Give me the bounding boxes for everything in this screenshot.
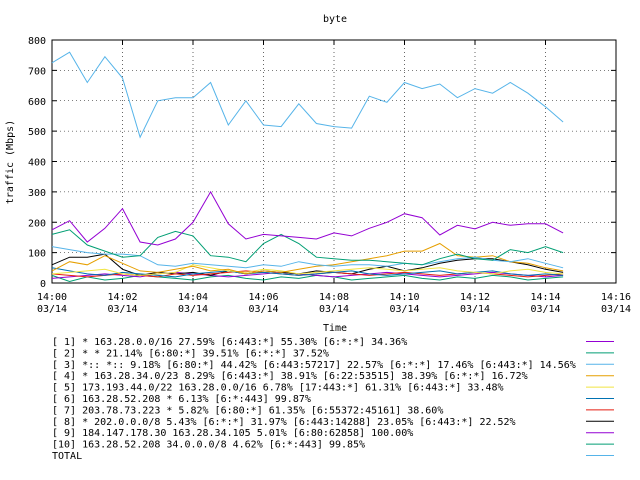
x-tick-date: 03/14 <box>601 304 631 315</box>
x-tick-date: 03/14 <box>460 304 490 315</box>
y-tick-label: 300 <box>28 188 46 199</box>
legend-label-9: [ 9] 184.147.178.30 163.28.34.105 5.01% … <box>52 428 413 439</box>
legend-label-3: [ 3] *:: *:: 9.18% [6:80:*] 44.42% [6:44… <box>52 360 576 371</box>
series-lines <box>51 51 564 283</box>
series-line-5 <box>51 264 564 276</box>
x-tick-date: 03/14 <box>248 304 278 315</box>
y-axis-label: traffic (Mbps) <box>5 120 16 204</box>
series-line-4 <box>51 242 564 275</box>
y-axis-ticks: 0 100 200 300 400 500 600 700 800 <box>28 36 616 290</box>
series-line-2 <box>51 229 564 266</box>
y-tick-label: 600 <box>28 97 46 108</box>
x-tick-date: 03/14 <box>37 304 67 315</box>
series-line-8 <box>51 253 564 276</box>
series-line-3 <box>51 246 564 269</box>
legend-label-2: [ 2] * * 21.14% [6:80:*] 39.51% [6:*:*] … <box>52 348 329 359</box>
y-tick-label: 200 <box>28 218 46 229</box>
legend-label-5: [ 5] 173.193.44.0/22 163.28.0.0/16 6.78%… <box>52 383 504 394</box>
y-tick-label: 100 <box>28 249 46 260</box>
y-tick-label: 700 <box>28 66 46 77</box>
x-axis-label: Time <box>323 323 347 334</box>
legend-label-11: TOTAL <box>52 451 82 462</box>
legend-label-8: [ 8] * 202.0.0.0/8 5.43% [6:*:*] 31.97% … <box>52 417 516 428</box>
series-line-10 <box>51 274 564 283</box>
x-tick-date: 03/14 <box>530 304 560 315</box>
legend: [ 1] * 163.28.0.0/16 27.59% [6:443:*] 55… <box>52 337 614 462</box>
legend-label-6: [ 6] 163.28.52.208 * 6.13% [6:*:443] 99.… <box>52 394 311 405</box>
x-tick-date: 03/14 <box>389 304 419 315</box>
x-tick-label: 14:02 <box>107 292 137 303</box>
x-tick-label: 14:06 <box>248 292 278 303</box>
chart-title: byte <box>323 14 347 25</box>
x-tick-label: 14:12 <box>460 292 490 303</box>
y-tick-label: 0 <box>40 279 46 290</box>
y-tick-label: 500 <box>28 127 46 138</box>
x-tick-label: 14:10 <box>389 292 419 303</box>
x-tick-date: 03/14 <box>319 304 349 315</box>
legend-label-7: [ 7] 203.78.73.223 * 5.82% [6:80:*] 61.3… <box>52 405 443 416</box>
x-tick-label: 14:04 <box>178 292 208 303</box>
legend-label-4: [ 4] * 163.28.34.0/23 8.29% [6:443:*] 38… <box>52 371 528 382</box>
x-tick-date: 03/14 <box>107 304 137 315</box>
x-tick-label: 14:08 <box>319 292 349 303</box>
x-tick-label: 14:00 <box>37 292 67 303</box>
x-tick-label: 14:14 <box>530 292 560 303</box>
y-tick-label: 800 <box>28 36 46 47</box>
y-tick-label: 400 <box>28 158 46 169</box>
x-tick-label: 14:16 <box>601 292 631 303</box>
x-axis-ticks: 14:0003/1414:0203/1414:0403/1414:0603/14… <box>37 40 631 315</box>
chart-grid <box>52 40 616 283</box>
series-line-1 <box>51 190 564 246</box>
series-line-11 <box>51 51 564 139</box>
x-tick-date: 03/14 <box>178 304 208 315</box>
legend-label-1: [ 1] * 163.28.0.0/16 27.59% [6:443:*] 55… <box>52 337 407 348</box>
legend-label-10: [10] 163.28.52.208 34.0.0.0/8 4.62% [6:*… <box>52 440 365 451</box>
